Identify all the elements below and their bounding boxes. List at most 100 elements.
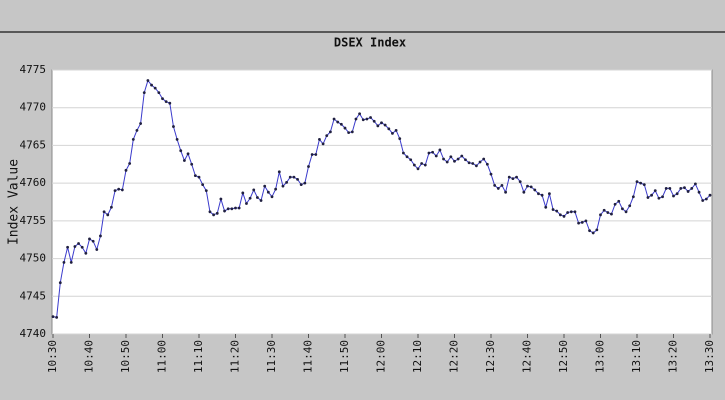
data-point	[646, 196, 650, 199]
data-point	[314, 153, 318, 156]
x-tick-label: 13:30	[703, 340, 716, 373]
data-point	[398, 137, 402, 141]
x-tick-label: 11:10	[192, 340, 205, 373]
data-point	[55, 316, 59, 319]
data-point	[248, 196, 252, 200]
data-point	[635, 180, 639, 184]
data-point	[471, 162, 475, 165]
data-point	[84, 251, 88, 255]
x-tick-label: 11:30	[265, 340, 278, 373]
data-point	[117, 187, 121, 191]
data-point	[449, 155, 453, 159]
data-point	[256, 196, 259, 199]
data-point	[259, 199, 263, 202]
data-point	[456, 157, 460, 161]
data-point	[332, 117, 336, 121]
data-point	[212, 213, 216, 217]
data-point	[179, 149, 183, 153]
data-point	[431, 150, 434, 154]
data-point	[270, 195, 274, 199]
data-point	[566, 211, 570, 214]
data-point	[161, 97, 164, 101]
data-point	[606, 211, 610, 214]
data-point	[548, 192, 551, 196]
x-tick-label: 10:30	[46, 340, 59, 373]
data-point	[245, 202, 248, 205]
data-point	[617, 199, 621, 203]
data-point	[438, 148, 442, 152]
data-point	[533, 188, 537, 192]
data-point	[515, 175, 518, 179]
data-point	[66, 245, 69, 249]
y-tick-label: 4775	[20, 63, 47, 76]
data-point	[453, 159, 456, 163]
data-point	[526, 184, 529, 188]
data-point	[321, 142, 325, 146]
data-point	[708, 193, 712, 197]
data-point	[234, 206, 237, 210]
data-point	[208, 210, 212, 214]
data-point	[573, 210, 577, 214]
data-point	[405, 155, 409, 159]
data-point	[102, 210, 106, 214]
x-tick-label: 10:40	[83, 340, 96, 373]
data-point	[124, 168, 128, 172]
data-point	[354, 117, 358, 121]
data-point	[237, 206, 241, 210]
data-point	[540, 193, 544, 197]
y-tick-label: 4745	[20, 289, 47, 302]
data-point	[427, 151, 431, 155]
data-point	[529, 185, 533, 189]
x-tick-label: 11:40	[302, 340, 315, 373]
data-point	[580, 220, 584, 224]
data-point	[325, 134, 329, 138]
data-point	[175, 137, 179, 141]
data-point	[69, 260, 73, 264]
data-point	[704, 197, 708, 201]
data-point	[380, 121, 383, 125]
data-point	[361, 118, 365, 122]
data-point	[131, 137, 135, 141]
data-point	[701, 199, 705, 202]
x-tick-label: 13:10	[630, 340, 643, 373]
x-tick-label: 12:50	[557, 340, 570, 373]
data-point	[551, 208, 555, 211]
data-point	[420, 162, 424, 165]
data-point	[544, 205, 548, 209]
y-tick-label: 4770	[20, 101, 47, 114]
data-point	[369, 116, 372, 119]
data-point	[613, 202, 617, 206]
data-point	[460, 154, 464, 158]
data-point	[631, 195, 635, 199]
data-point	[263, 184, 267, 188]
chart-title: DSEX Index	[334, 36, 406, 50]
data-point	[106, 213, 110, 217]
y-tick-label: 4750	[20, 252, 47, 265]
data-point	[610, 212, 613, 216]
data-point	[296, 177, 299, 181]
y-tick-label: 4755	[20, 214, 47, 227]
y-tick-label: 4740	[20, 327, 47, 340]
data-point	[139, 122, 143, 125]
x-tick-label: 12:40	[521, 340, 534, 373]
data-point	[281, 184, 285, 188]
data-point	[602, 208, 606, 212]
data-point	[383, 123, 387, 127]
y-axis-label: Index Value	[7, 159, 22, 245]
data-point	[402, 151, 405, 155]
data-point	[482, 157, 486, 161]
data-point	[164, 100, 168, 104]
x-tick-label: 13:00	[594, 340, 607, 373]
data-point	[146, 79, 150, 82]
data-point	[467, 161, 471, 165]
y-tick-label: 4765	[20, 138, 47, 151]
data-point	[522, 190, 526, 194]
data-point	[77, 242, 80, 245]
data-point	[683, 186, 686, 190]
data-point	[416, 167, 420, 171]
data-point	[58, 281, 62, 285]
data-point	[569, 210, 573, 214]
data-point	[252, 188, 256, 192]
data-point	[88, 237, 91, 241]
